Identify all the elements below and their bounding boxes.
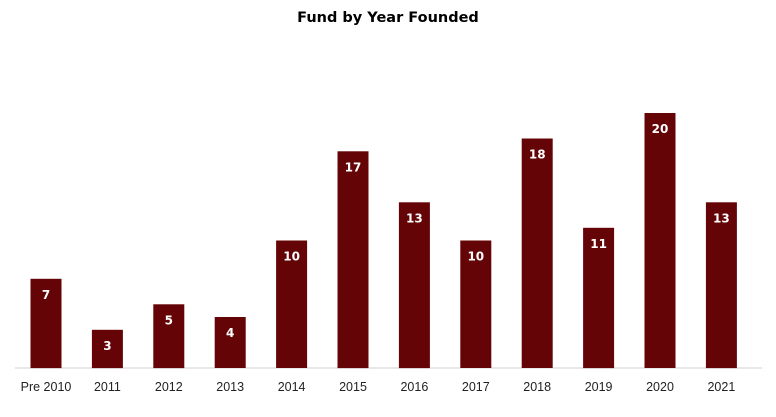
data-label-pre-2010: 7 xyxy=(42,288,50,302)
data-label-2013: 4 xyxy=(226,326,234,340)
bar-2013 xyxy=(214,317,246,368)
x-tick-label-2016: 2016 xyxy=(400,380,428,394)
bar-2018 xyxy=(521,138,553,368)
x-tick-label-pre-2010: Pre 2010 xyxy=(21,380,72,394)
bar-2011 xyxy=(91,329,123,369)
bar-2017 xyxy=(460,240,492,368)
data-label-2015: 17 xyxy=(345,160,362,174)
x-tick-label-2014: 2014 xyxy=(278,380,306,394)
data-label-2018: 18 xyxy=(529,148,546,162)
x-tick-label-2018: 2018 xyxy=(523,380,551,394)
data-label-2020: 20 xyxy=(652,122,669,136)
bar-2015 xyxy=(337,151,369,369)
data-label-2014: 10 xyxy=(283,250,300,264)
x-tick-label-2011: 2011 xyxy=(94,380,121,394)
data-label-2021: 13 xyxy=(713,211,730,225)
bar-pre-2010 xyxy=(30,278,62,369)
bar-2016 xyxy=(398,202,430,369)
data-label-2011: 3 xyxy=(103,339,111,353)
bar-2020 xyxy=(644,113,676,368)
x-tick-label-2017: 2017 xyxy=(462,380,490,394)
data-label-2017: 10 xyxy=(467,250,484,264)
bars-group xyxy=(30,113,737,369)
bar-2012 xyxy=(153,304,185,369)
bar-2014 xyxy=(276,240,308,368)
chart-title: Fund by Year Founded xyxy=(297,10,479,26)
data-label-2019: 11 xyxy=(590,237,607,251)
data-labels-group: 7 3 5 4 10 17 13 10 18 11 20 13 xyxy=(42,122,730,353)
x-tick-label-2012: 2012 xyxy=(155,380,183,394)
x-tick-label-2013: 2013 xyxy=(216,380,244,394)
bar-2021 xyxy=(705,202,737,369)
x-tick-label-2019: 2019 xyxy=(585,380,613,394)
data-label-2016: 13 xyxy=(406,211,423,225)
data-label-2012: 5 xyxy=(165,313,173,327)
x-tick-label-2021: 2021 xyxy=(707,380,735,394)
bar-2019 xyxy=(583,227,615,369)
x-tick-labels-group: Pre 2010 2011 2012 2013 2014 2015 2016 2017 2018… xyxy=(21,380,736,394)
x-tick-label-2020: 2020 xyxy=(646,380,674,394)
x-tick-label-2015: 2015 xyxy=(339,380,367,394)
